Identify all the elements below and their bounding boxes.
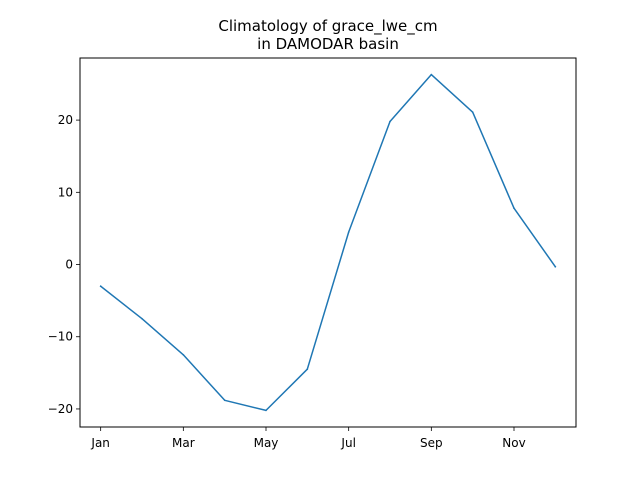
y-tick-label: −10 [48,330,73,344]
x-axis: Jan Mar May Jul Sep Nov [90,427,526,450]
y-tick-label: −20 [48,402,73,416]
data-point [554,265,557,268]
data-point [182,354,185,356]
x-tick-label: Mar [172,436,195,450]
series-line-0 [99,73,557,412]
chart-title-line2: in DAMODAR basin [257,35,399,53]
data-point [471,111,474,113]
data-point [306,368,309,371]
y-tick-label: 20 [58,113,73,127]
data-point [513,207,515,209]
plot-area [99,73,557,412]
y-tick-label: 10 [58,185,73,199]
data-point [347,231,350,233]
axes-frame [79,57,577,428]
x-tick-label: Jan [90,436,110,450]
x-tick-label: Jul [340,436,355,450]
x-tick-label: May [254,436,279,450]
y-tick-label: 0 [65,258,73,272]
data-point [430,73,433,76]
data-point [223,399,226,402]
chart-title-line1: Climatology of grace_lwe_cm [218,17,437,36]
y-axis: −20 −10 0 10 20 [48,113,80,416]
x-tick-label: Nov [502,436,525,450]
data-point [141,317,143,320]
data-point [389,120,391,123]
x-tick-label: Sep [420,436,443,450]
data-point [265,409,267,412]
data-point [99,285,102,288]
